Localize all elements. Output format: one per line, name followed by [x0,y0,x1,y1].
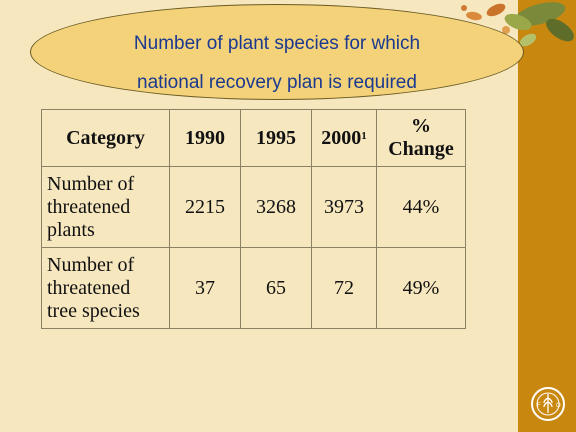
header-change-line1: % [411,115,431,137]
header-1995: 1995 [240,109,312,167]
svg-text:F: F [537,403,541,409]
header-change-line2: Change [388,138,454,160]
header-2000-label: 2000 [321,126,362,149]
row-category-line: threatened [47,276,131,299]
cell-1990: 2215 [169,166,241,248]
cell-1995: 3268 [240,166,312,248]
row-category: Number of threatened tree species [41,247,170,329]
cell-2000: 72 [311,247,377,329]
row-category-line: threatened [47,195,131,218]
svg-text:O: O [556,403,561,409]
cell-1990: 37 [169,247,241,329]
row-category-line: plants [47,218,95,241]
header-category: Category [41,109,170,167]
leaves-decoration-icon [461,2,574,47]
species-table: Category 1990 1995 20001 % Change Number … [41,109,466,329]
cell-change: 49% [376,247,466,329]
cell-1995: 65 [240,247,312,329]
header-change: % Change [376,109,466,167]
row-category: Number of threatened plants [41,166,170,248]
cell-2000: 3973 [311,166,377,248]
title-oval [30,4,524,100]
cell-change: 44% [376,166,466,248]
table-row: Number of threatened tree species 37 65 72… [41,247,466,329]
table-header-row: Category 1990 1995 20001 % Change [41,109,466,167]
header-1990: 1990 [169,109,241,167]
title-line-1: Number of plant species for which [133,33,421,54]
fao-logo-icon: F O [531,387,565,421]
header-2000: 20001 [311,109,377,167]
row-category-line: Number of [47,253,135,276]
header-2000-footnote: 1 [361,129,367,142]
title-line-2: national recovery plan is required [137,72,417,93]
table-row: Number of threatened plants 2215 3268 3973… [41,166,466,248]
row-category-line: Number of [47,172,135,195]
row-category-line: tree species [47,299,140,322]
side-bar [518,0,576,432]
